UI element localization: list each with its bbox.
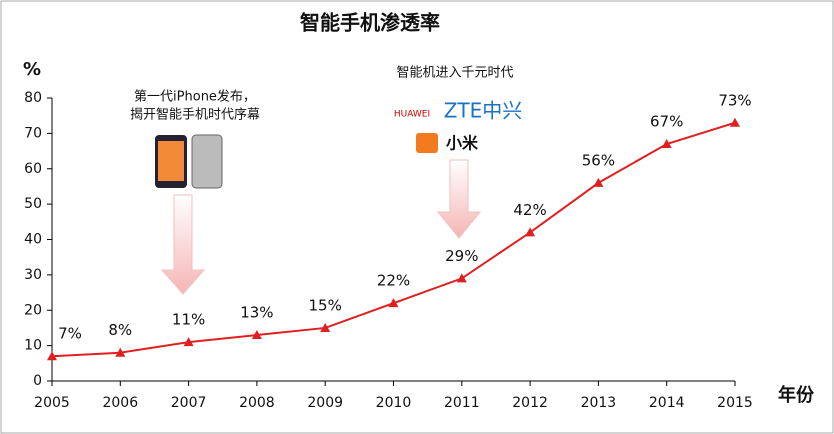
value-label: 15% — [309, 296, 342, 314]
x-tick-label: 2009 — [307, 395, 343, 411]
arrow — [160, 194, 206, 295]
annotation: 揭开智能手机时代序幕 — [130, 108, 260, 123]
chart-title: 智能手机渗透率 — [300, 11, 440, 35]
x-tick-label: 2008 — [239, 395, 275, 411]
logo: HUAWEI — [394, 110, 430, 120]
logo-mark — [416, 133, 438, 153]
value-label: 29% — [445, 247, 478, 265]
marker — [525, 227, 536, 237]
x-tick-label: 2011 — [444, 395, 480, 411]
annotation: 第一代iPhone发布， — [134, 89, 256, 105]
value-label: 7% — [58, 325, 82, 343]
y-tick-label: 60 — [24, 161, 42, 177]
x-tick-label: 2013 — [581, 395, 617, 411]
y-tick-label: 40 — [24, 232, 42, 248]
x-tick-label: 2014 — [649, 395, 685, 411]
y-tick-label: 30 — [24, 267, 42, 283]
logo: 小米 — [446, 134, 479, 153]
x-tick-label: 2015 — [717, 395, 753, 411]
y-tick-label: 10 — [24, 338, 42, 354]
x-tick-label: 2006 — [102, 395, 138, 411]
arrow — [436, 159, 482, 239]
marker — [320, 322, 331, 332]
y-axis-label: % — [23, 59, 41, 80]
annotation: 智能机进入千元时代 — [396, 66, 513, 81]
value-label: 13% — [240, 304, 273, 322]
value-label: 22% — [377, 272, 410, 290]
x-tick-label: 2012 — [512, 395, 548, 411]
x-axis-label: 年份 — [778, 384, 815, 406]
marker — [661, 138, 672, 148]
marker — [115, 347, 126, 357]
phone — [191, 134, 223, 189]
y-tick-label: 20 — [24, 302, 42, 318]
y-tick-label: 80 — [24, 90, 42, 106]
marker — [456, 273, 467, 283]
y-tick-label: 0 — [33, 373, 42, 389]
marker — [47, 351, 57, 361]
y-tick-label: 70 — [24, 125, 42, 141]
y-tick-label: 50 — [24, 196, 42, 212]
x-tick-label: 2005 — [34, 395, 70, 411]
x-tick-label: 2010 — [376, 395, 412, 411]
value-label: 11% — [172, 311, 205, 329]
marker — [388, 298, 399, 308]
value-label: 73% — [718, 91, 751, 109]
marker — [251, 330, 262, 340]
marker — [593, 177, 604, 187]
value-label: 67% — [650, 112, 683, 130]
value-label: 8% — [108, 321, 132, 339]
x-tick-label: 2007 — [171, 395, 207, 411]
value-label: 56% — [582, 151, 615, 169]
value-label: 42% — [513, 201, 546, 219]
marker — [183, 337, 194, 347]
phone-screen — [158, 141, 184, 181]
logo: ZTE中兴 — [444, 99, 523, 123]
marker — [730, 117, 740, 127]
